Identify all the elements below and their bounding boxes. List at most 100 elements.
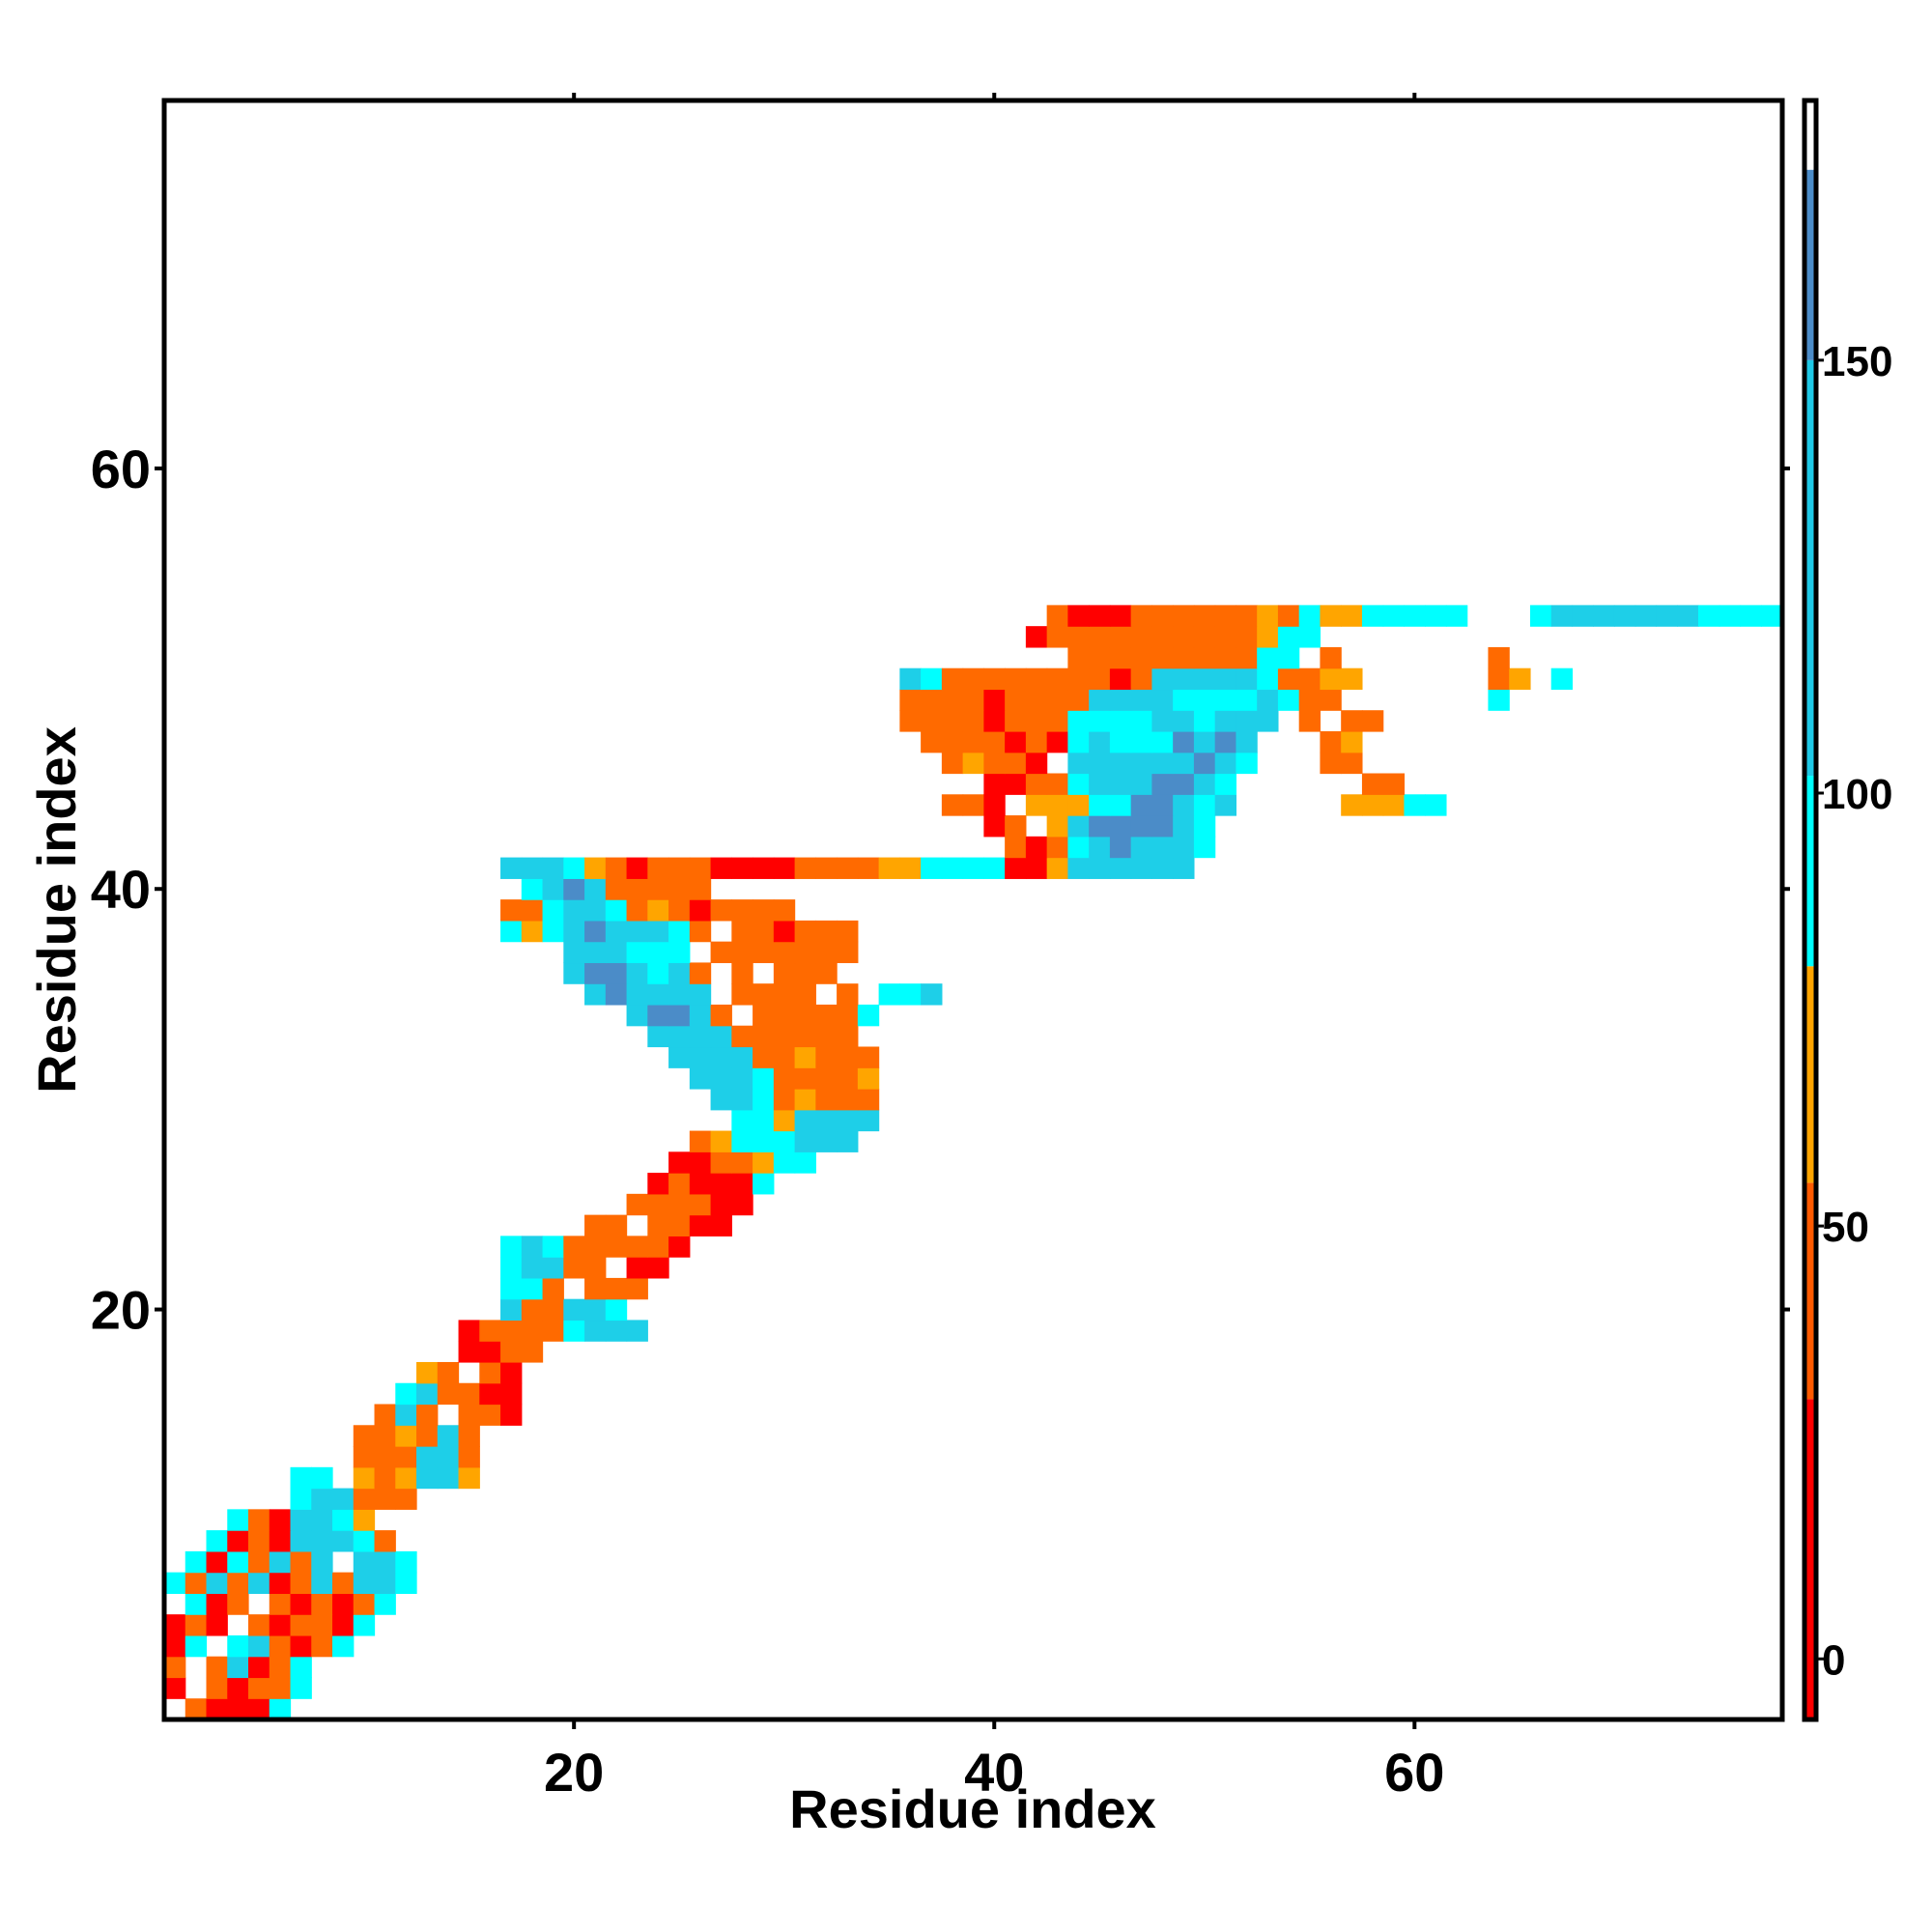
heatmap-cell bbox=[605, 1236, 628, 1258]
heatmap-cell bbox=[1046, 815, 1068, 838]
heatmap-cell bbox=[584, 920, 607, 943]
heatmap-cell bbox=[794, 1067, 816, 1090]
heatmap-cell bbox=[269, 1530, 292, 1552]
heatmap-cell bbox=[668, 1173, 691, 1195]
heatmap-cell bbox=[668, 1193, 691, 1216]
heatmap-cell bbox=[1089, 689, 1111, 711]
colorbar-tick-label: 150 bbox=[1822, 338, 1892, 385]
heatmap-cell bbox=[584, 1257, 607, 1279]
heatmap-cell bbox=[374, 1425, 396, 1447]
heatmap-cell bbox=[1404, 605, 1426, 627]
heatmap-cell bbox=[521, 1277, 544, 1300]
heatmap-cell bbox=[773, 899, 796, 922]
heatmap-cell bbox=[1193, 815, 1216, 838]
heatmap-cell bbox=[479, 1382, 501, 1406]
heatmap-cell bbox=[416, 1466, 439, 1490]
heatmap-cell bbox=[1173, 689, 1195, 711]
heatmap-cell bbox=[227, 1530, 249, 1552]
heatmap-cell bbox=[479, 1320, 501, 1342]
heatmap-cell bbox=[185, 1614, 208, 1636]
heatmap-cell bbox=[983, 730, 1006, 753]
x-tick-label: 40 bbox=[964, 1742, 1024, 1803]
heatmap-cell bbox=[1277, 646, 1300, 669]
heatmap-cell bbox=[395, 1572, 417, 1595]
heatmap-cell bbox=[311, 1550, 333, 1574]
heatmap-cell bbox=[1046, 836, 1068, 859]
heatmap-cell bbox=[689, 1214, 712, 1236]
heatmap-cell bbox=[1005, 773, 1027, 795]
heatmap-cell bbox=[248, 1509, 270, 1531]
heatmap-cell bbox=[332, 1488, 355, 1510]
heatmap-cell bbox=[689, 899, 712, 922]
heatmap-cell bbox=[479, 1404, 501, 1426]
heatmap-cell bbox=[164, 1656, 186, 1679]
heatmap-cell bbox=[1025, 794, 1048, 816]
heatmap-cell bbox=[731, 1025, 753, 1048]
heatmap-cell bbox=[1109, 857, 1132, 879]
heatmap-cell bbox=[710, 1067, 732, 1090]
heatmap-cell bbox=[668, 878, 691, 900]
heatmap-cell bbox=[584, 983, 607, 1006]
heatmap-cell bbox=[1173, 773, 1195, 795]
heatmap-cell bbox=[290, 1530, 312, 1552]
heatmap-cell bbox=[1130, 857, 1152, 879]
heatmap-cell bbox=[563, 1236, 585, 1258]
heatmap-cell bbox=[521, 878, 544, 900]
heatmap-cell bbox=[647, 941, 669, 964]
heatmap-cell bbox=[962, 752, 984, 775]
heatmap-cell bbox=[1067, 710, 1090, 732]
heatmap-cell bbox=[605, 1320, 628, 1342]
heatmap-cell bbox=[206, 1593, 228, 1615]
heatmap-cell bbox=[731, 857, 753, 879]
heatmap-cell bbox=[605, 920, 628, 943]
heatmap-cell bbox=[773, 1089, 796, 1111]
heatmap-cell bbox=[773, 857, 796, 879]
heatmap-cell bbox=[962, 794, 984, 816]
heatmap-cell bbox=[1214, 626, 1237, 648]
heatmap-cell bbox=[1067, 668, 1090, 691]
heatmap-cell bbox=[1130, 752, 1152, 775]
heatmap-cell bbox=[1130, 794, 1152, 816]
heatmap-cell bbox=[1677, 605, 1699, 627]
heatmap-cell bbox=[353, 1614, 376, 1636]
heatmap-cell bbox=[647, 1236, 669, 1258]
heatmap-cell bbox=[227, 1593, 249, 1615]
heatmap-cell bbox=[710, 941, 732, 964]
heatmap-cell bbox=[941, 689, 964, 711]
heatmap-cell bbox=[1067, 605, 1090, 627]
heatmap-cell bbox=[605, 983, 628, 1006]
heatmap-cell bbox=[311, 1593, 333, 1615]
heatmap-cell bbox=[815, 1004, 838, 1027]
heatmap-cell bbox=[479, 1341, 501, 1363]
heatmap-cell bbox=[605, 878, 628, 900]
heatmap-cell bbox=[1089, 605, 1111, 627]
heatmap-cell bbox=[1109, 794, 1132, 816]
heatmap-cell bbox=[647, 962, 669, 984]
heatmap-cell bbox=[374, 1593, 396, 1615]
heatmap-cell bbox=[857, 1067, 880, 1090]
heatmap-cell bbox=[227, 1677, 249, 1699]
heatmap-cell bbox=[1320, 730, 1342, 753]
heatmap-cell bbox=[458, 1382, 480, 1406]
heatmap-cell bbox=[227, 1634, 249, 1658]
heatmap-cell bbox=[668, 1214, 691, 1236]
heatmap-cell bbox=[1236, 730, 1258, 753]
heatmap-cell bbox=[1719, 605, 1742, 627]
heatmap-cell bbox=[1634, 605, 1658, 627]
heatmap-cell bbox=[1005, 815, 1027, 838]
heatmap-cell bbox=[1298, 710, 1321, 732]
heatmap-cell bbox=[983, 752, 1006, 775]
heatmap-cell bbox=[500, 1277, 523, 1300]
heatmap-cell bbox=[647, 1004, 669, 1027]
heatmap-cell bbox=[332, 1572, 355, 1595]
heatmap-cell bbox=[983, 689, 1006, 711]
heatmap-cell bbox=[1361, 794, 1384, 816]
heatmap-cell bbox=[206, 1530, 228, 1552]
heatmap-cell bbox=[1067, 730, 1090, 753]
heatmap-cell bbox=[458, 1446, 480, 1468]
heatmap-cell bbox=[773, 962, 796, 984]
heatmap-cell bbox=[1550, 668, 1574, 691]
colorbar-band bbox=[1804, 100, 1816, 170]
heatmap-cell bbox=[1089, 836, 1111, 859]
heatmap-cell bbox=[1005, 689, 1027, 711]
